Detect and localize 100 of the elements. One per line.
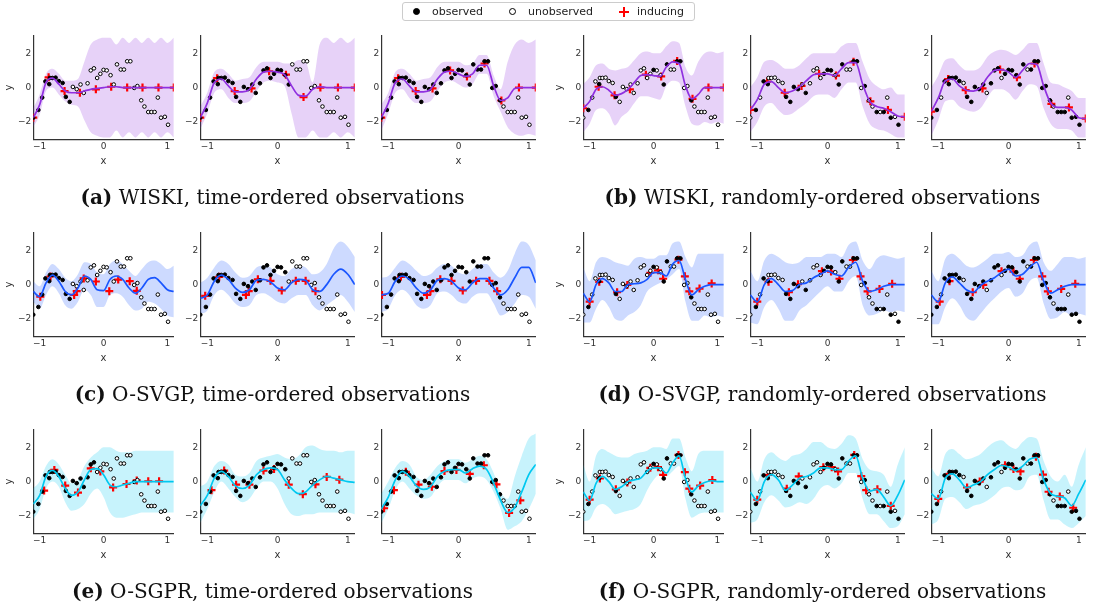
y-tick-label: 2 [742,441,749,452]
x-tick-label: 1 [525,534,532,545]
x-axis-title: x [824,548,831,560]
y-tick-label: 0 [575,81,582,92]
y-tick-label: 0 [742,278,749,289]
x-tick-label: 0 [1005,337,1012,348]
x-tick-label: −1 [33,140,47,151]
legend-label: unobserved [528,5,593,18]
y-tick-label: −2 [184,313,199,324]
x-tick-label: −1 [381,140,395,151]
x-tick-label: 1 [344,337,351,348]
y-tick-label: 2 [373,47,380,58]
x-tick-label: 0 [1005,140,1012,151]
x-tick-label: 0 [650,140,657,151]
x-axis-title: x [100,154,107,166]
x-tick-label: −1 [200,337,214,348]
y-tick-label: 2 [575,47,582,58]
x-tick-label: 0 [824,140,831,151]
x-tick-label: 0 [100,534,107,545]
y-tick-label: −2 [734,313,749,324]
y-tick-label: 2 [373,244,380,255]
y-tick-label: 2 [923,244,930,255]
text: (d) O-SVGP, randomly-ordered observations [598,382,1047,406]
x-tick-label: −1 [750,337,764,348]
x-tick-label: 1 [1075,337,1082,348]
y-tick-label: 2 [923,441,930,452]
x-tick-label: 0 [455,140,462,151]
y-tick-label: −2 [365,116,380,127]
x-tick-label: 0 [274,534,281,545]
y-tick-label: 2 [25,441,32,452]
y-tick-label: 0 [923,475,930,486]
x-tick-label: 0 [1005,534,1012,545]
x-axis-title: x [1005,548,1012,560]
x-tick-label: 1 [164,140,171,151]
x-axis-title: x [824,351,831,363]
x-tick-label: −1 [381,337,395,348]
x-tick-label: −1 [931,337,945,348]
text: (e) O-SGPR, time-ordered observations [72,579,473,603]
y-tick-label: 0 [742,475,749,486]
y-tick-label: −2 [915,510,930,521]
x-tick-label: 1 [894,140,901,151]
y-tick-label: 2 [575,244,582,255]
x-tick-label: 1 [344,140,351,151]
y-tick-label: 2 [192,244,199,255]
y-tick-label: 2 [25,244,32,255]
y-tick-label: 0 [575,475,582,486]
y-tick-label: 0 [923,81,930,92]
x-axis-title: x [455,351,462,363]
y-axis-title: y [2,478,14,485]
x-tick-label: 1 [1075,140,1082,151]
x-tick-label: −1 [33,534,47,545]
x-tick-label: −1 [931,534,945,545]
y-tick-label: −2 [17,510,32,521]
y-axis-title: y [2,281,14,288]
x-axis-title: x [650,154,657,166]
y-tick-label: −2 [567,116,582,127]
x-tick-label: 1 [164,534,171,545]
x-axis-title: x [1005,351,1012,363]
x-tick-label: −1 [583,337,597,348]
y-tick-label: 0 [192,278,199,289]
x-tick-label: −1 [583,534,597,545]
y-axis-title: y [552,281,564,288]
x-tick-label: 1 [894,534,901,545]
x-axis-title: x [100,548,107,560]
y-axis-title: y [552,84,564,91]
y-tick-label: 0 [25,81,32,92]
x-axis-title: x [1005,154,1012,166]
x-tick-label: 0 [274,140,281,151]
y-tick-label: 2 [923,47,930,58]
x-tick-label: 1 [525,337,532,348]
y-tick-label: 2 [373,441,380,452]
y-tick-label: −2 [184,116,199,127]
y-tick-label: −2 [734,510,749,521]
x-tick-label: 1 [164,337,171,348]
y-tick-label: 0 [192,81,199,92]
x-axis-title: x [274,154,281,166]
y-tick-label: −2 [567,510,582,521]
x-tick-label: −1 [33,337,47,348]
x-axis-title: x [100,351,107,363]
y-tick-label: 2 [742,47,749,58]
x-tick-label: 1 [525,140,532,151]
x-tick-label: 1 [714,140,721,151]
y-tick-label: 0 [373,278,380,289]
x-axis-title: x [455,154,462,166]
y-tick-label: 0 [923,278,930,289]
x-tick-label: 1 [714,337,721,348]
x-tick-label: −1 [750,534,764,545]
x-tick-label: 0 [650,534,657,545]
x-tick-label: −1 [931,140,945,151]
x-tick-label: 0 [100,140,107,151]
text: (a) WISKI, time-ordered observations [80,185,465,209]
y-axis-title: y [2,84,14,91]
y-tick-label: 0 [575,278,582,289]
y-tick-label: −2 [17,116,32,127]
y-tick-label: 0 [373,81,380,92]
x-tick-label: 1 [344,534,351,545]
x-tick-label: 1 [714,534,721,545]
y-tick-label: 0 [25,278,32,289]
y-tick-label: −2 [915,116,930,127]
x-tick-label: 0 [650,337,657,348]
